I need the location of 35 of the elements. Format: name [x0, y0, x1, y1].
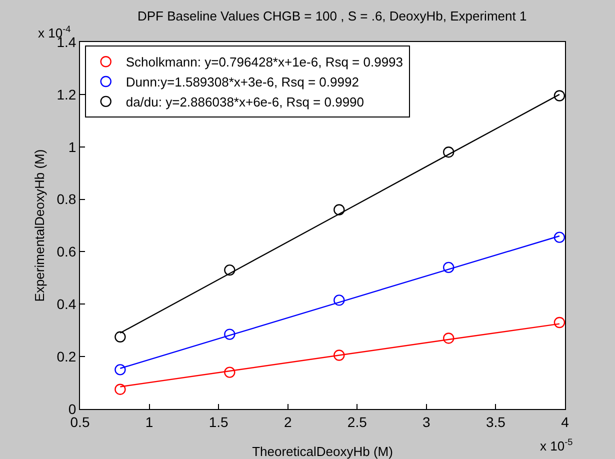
x-tick-label: 4 [561, 414, 570, 430]
x-tick-label: 1.5 [208, 414, 229, 430]
legend-label: Scholkmann: y=0.796428*x+1e-6, Rsq = 0.9993 [126, 54, 404, 70]
point [114, 384, 126, 395]
legend-label: da/du: y=2.886038*x+6e-6, Rsq = 0.9990 [126, 94, 364, 110]
x-tick-label: 2.5 [347, 414, 368, 430]
x-tick-label: 2 [284, 414, 292, 430]
point [554, 90, 565, 102]
chart-title: DPF Baseline Values CHGB = 100 , S = .6, DeoxyHb, Experiment 1 [137, 8, 527, 24]
x-axis-title: TheoreticalDeoxyHb (M) [252, 444, 393, 459]
point [334, 350, 345, 361]
y-tick-label: 0.6 [56, 244, 76, 260]
text: x 10$^{-5}$ [540, 437, 573, 454]
y-axis-title: ExperimentalDeoxyHb (M) [32, 149, 47, 302]
y-tick-label: 1.2 [56, 86, 76, 102]
point [443, 332, 454, 344]
x-tick-label: 3 [422, 414, 431, 430]
x-tick-label: 1 [145, 414, 154, 430]
point [114, 364, 126, 376]
legend-label: Dunn:y=1.589308*x+3e-6, Rsq = 0.9992 [126, 74, 359, 90]
point [334, 204, 345, 216]
point [224, 264, 236, 276]
y-tick-label: 0.8 [56, 191, 76, 208]
point [443, 146, 454, 158]
point [554, 316, 565, 328]
y-tick-label: 0.4 [56, 296, 76, 312]
point [554, 232, 565, 243]
x-tick-label: 3.5 [486, 414, 506, 430]
point [114, 331, 126, 343]
y-tick-label: 0.2 [56, 348, 76, 364]
point [334, 294, 345, 306]
point [443, 262, 454, 274]
point [224, 328, 236, 340]
y-tick-label: 1 [68, 138, 76, 155]
point [224, 366, 236, 378]
